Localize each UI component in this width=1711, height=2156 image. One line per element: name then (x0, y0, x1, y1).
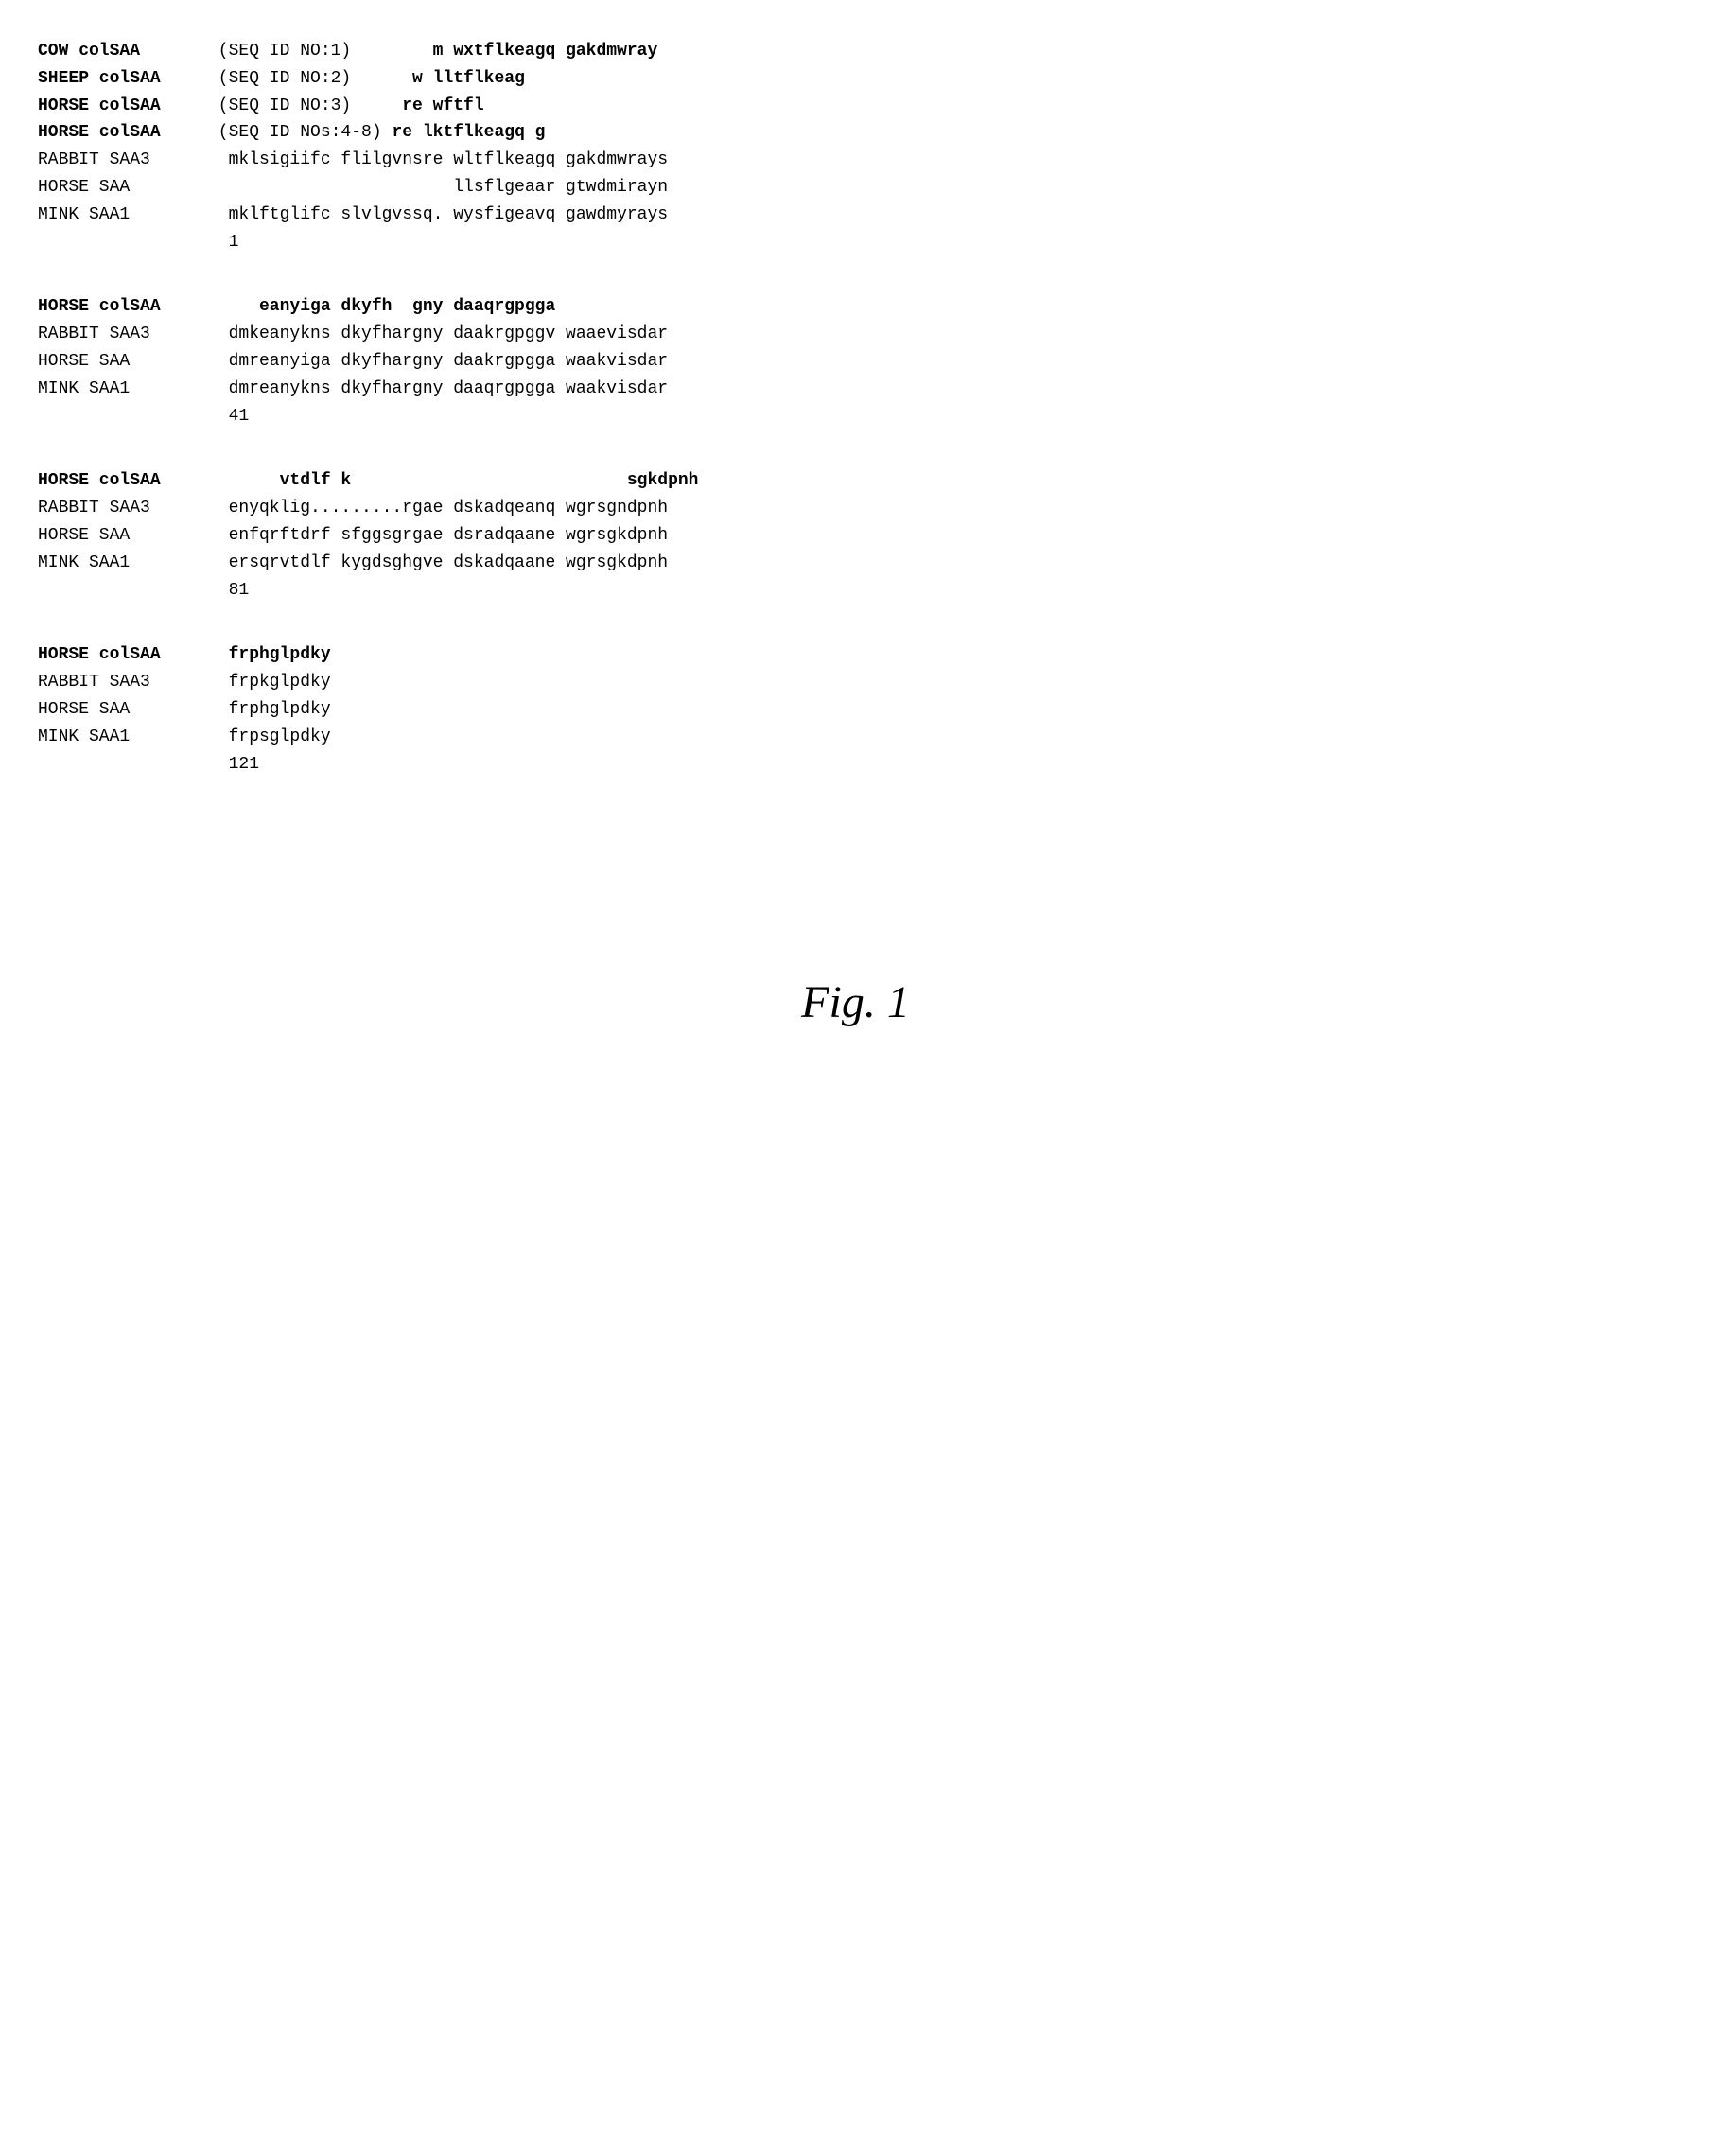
alignment-block: COW colSAA (SEQ ID NO:1) m wxtflkeagq ga… (38, 38, 1673, 255)
sequence-text: re lktflkeagq g (382, 119, 546, 147)
position-number: 41 (208, 403, 249, 430)
sequence-text: frphglpdky (208, 641, 331, 669)
alignment-row: RABBIT SAA3 dmkeanykns dkyfhargny daakrg… (38, 321, 1673, 348)
sequence-text: vtdlf k sgkdpnh (208, 467, 698, 495)
alignment-row: HORSE colSAA vtdlf k sgkdpnh (38, 467, 1673, 495)
alignment-row: MINK SAA1 frpsglpdky (38, 724, 1673, 751)
alignment-row: HORSE colSAA frphglpdky (38, 641, 1673, 669)
sequence-label: RABBIT SAA3 (38, 321, 208, 348)
alignment-row: HORSE SAA frphglpdky (38, 696, 1673, 724)
alignment-row: HORSE SAA enfqrftdrf sfggsgrgae dsradqaa… (38, 522, 1673, 550)
position-row: 81 (38, 577, 1673, 605)
alignment-row: HORSE colSAA (SEQ ID NOs:4-8) re lktflke… (38, 119, 1673, 147)
alignment-row: HORSE colSAA (SEQ ID NO:3) re wftfl (38, 93, 1673, 120)
position-row: 1 (38, 229, 1673, 256)
sequence-id-extra: (SEQ ID NO:1) (208, 38, 351, 65)
alignment-row: MINK SAA1 dmreanykns dkyfhargny daaqrgpg… (38, 376, 1673, 403)
sequence-label: HORSE colSAA (38, 467, 208, 495)
sequence-text: enyqklig.........rgae dskadqeanq wgrsgnd… (208, 495, 668, 522)
sequence-label: HORSE colSAA (38, 293, 208, 321)
alignment-row: HORSE SAA dmreanyiga dkyfhargny daakrgpg… (38, 348, 1673, 376)
sequence-text: frpsglpdky (208, 724, 331, 751)
alignment-block: HORSE colSAA eanyiga dkyfh gny daaqrgpgg… (38, 293, 1673, 429)
sequence-label: SHEEP colSAA (38, 65, 208, 93)
sequence-id-extra: (SEQ ID NO:3) (208, 93, 351, 120)
sequence-label: MINK SAA1 (38, 724, 208, 751)
sequence-label: HORSE colSAA (38, 119, 208, 147)
position-number: 1 (208, 229, 238, 256)
sequence-text: m wxtflkeagq gakdmwray (351, 38, 657, 65)
position-row: 121 (38, 751, 1673, 779)
sequence-text: ersqrvtdlf kygdsghgve dskadqaane wgrsgkd… (208, 550, 668, 577)
sequence-label: HORSE colSAA (38, 641, 208, 669)
sequence-label: RABBIT SAA3 (38, 495, 208, 522)
sequence-label: RABBIT SAA3 (38, 147, 208, 174)
figure-label: Fig. 1 (38, 967, 1673, 1040)
sequence-label: HORSE colSAA (38, 93, 208, 120)
sequence-text: dmreanykns dkyfhargny daaqrgpgga waakvis… (208, 376, 668, 403)
position-number: 121 (208, 751, 259, 779)
alignment-row: HORSE colSAA eanyiga dkyfh gny daaqrgpgg… (38, 293, 1673, 321)
alignment-block: HORSE colSAA vtdlf k sgkdpnhRABBIT SAA3 … (38, 467, 1673, 604)
alignment-row: RABBIT SAA3 mklsigiifc flilgvnsre wltflk… (38, 147, 1673, 174)
position-number: 81 (208, 577, 249, 605)
sequence-label: COW colSAA (38, 38, 208, 65)
sequence-label: HORSE SAA (38, 348, 208, 376)
sequence-label: HORSE SAA (38, 522, 208, 550)
sequence-text: mklsigiifc flilgvnsre wltflkeagq gakdmwr… (208, 147, 668, 174)
sequence-text: dmreanyiga dkyfhargny daakrgpgga waakvis… (208, 348, 668, 376)
position-row: 41 (38, 403, 1673, 430)
sequence-text: mklftglifc slvlgvssq. wysfigeavq gawdmyr… (208, 202, 668, 229)
sequence-label: MINK SAA1 (38, 202, 208, 229)
alignment-row: HORSE SAA llsflgeaar gtwdmirayn (38, 174, 1673, 202)
alignment-block: HORSE colSAA frphglpdkyRABBIT SAA3 frpkg… (38, 641, 1673, 778)
sequence-label: MINK SAA1 (38, 376, 208, 403)
alignment-row: RABBIT SAA3 enyqklig.........rgae dskadq… (38, 495, 1673, 522)
alignment-row: MINK SAA1 mklftglifc slvlgvssq. wysfigea… (38, 202, 1673, 229)
sequence-text: frpkglpdky (208, 669, 331, 696)
sequence-text: llsflgeaar gtwdmirayn (208, 174, 668, 202)
sequence-label: MINK SAA1 (38, 550, 208, 577)
sequence-id-extra: (SEQ ID NOs:4-8) (208, 119, 382, 147)
sequence-text: eanyiga dkyfh gny daaqrgpgga (208, 293, 555, 321)
alignment-row: RABBIT SAA3 frpkglpdky (38, 669, 1673, 696)
sequence-text: w lltflkeag (351, 65, 525, 93)
alignment-row: SHEEP colSAA (SEQ ID NO:2) w lltflkeag (38, 65, 1673, 93)
sequence-label: RABBIT SAA3 (38, 669, 208, 696)
sequence-text: frphglpdky (208, 696, 331, 724)
sequence-text: dmkeanykns dkyfhargny daakrgpggv waaevis… (208, 321, 668, 348)
sequence-text: enfqrftdrf sfggsgrgae dsradqaane wgrsgkd… (208, 522, 668, 550)
sequence-label: HORSE SAA (38, 174, 208, 202)
alignment-row: MINK SAA1 ersqrvtdlf kygdsghgve dskadqaa… (38, 550, 1673, 577)
sequence-alignment: COW colSAA (SEQ ID NO:1) m wxtflkeagq ga… (38, 38, 1673, 778)
sequence-id-extra: (SEQ ID NO:2) (208, 65, 351, 93)
alignment-row: COW colSAA (SEQ ID NO:1) m wxtflkeagq ga… (38, 38, 1673, 65)
sequence-label: HORSE SAA (38, 696, 208, 724)
sequence-text: re wftfl (351, 93, 483, 120)
